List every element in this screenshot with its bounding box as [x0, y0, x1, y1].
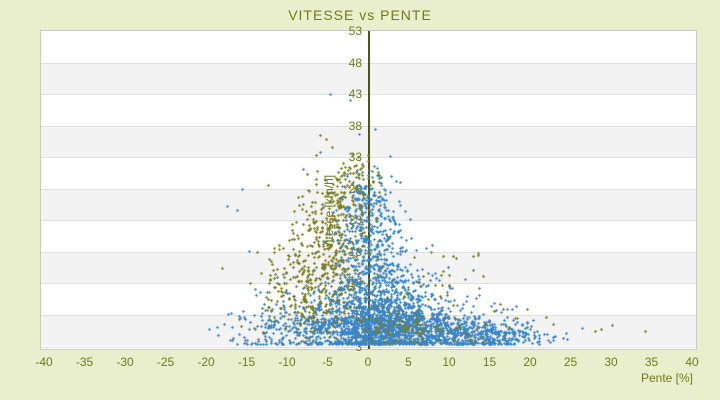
x-tick-label: -40 — [35, 355, 53, 369]
x-axis-title: Pente [%] — [640, 371, 693, 385]
x-tick-label: -30 — [116, 355, 134, 369]
x-tick-label: 30 — [604, 355, 618, 369]
x-tick-label: 10 — [442, 355, 456, 369]
x-tick-label: 35 — [644, 355, 659, 369]
x-tick-label: -35 — [75, 355, 94, 369]
scatter-points — [41, 31, 696, 349]
x-tick-label: -15 — [237, 355, 256, 369]
x-tick-label: 25 — [563, 355, 578, 369]
plot-area: 53484338332823181383 Vitesse [km/h] — [40, 25, 697, 354]
chart-title: VITESSE vs PENTE — [288, 7, 432, 23]
x-tick-label: 20 — [523, 355, 537, 369]
x-tick-label: -5 — [322, 355, 333, 369]
x-tick-label: 5 — [405, 355, 412, 369]
x-tick-label: 15 — [482, 355, 497, 369]
x-tick-label: 0 — [364, 355, 372, 369]
x-tick-label: -20 — [197, 355, 215, 369]
x-tick-labels: -40 -35 -30 -25 -20 -15 -10 -5 0 5 10 15 20 25 30 35 40 — [0, 355, 720, 369]
x-tick-label: -25 — [156, 355, 175, 369]
x-tick-label: -10 — [278, 355, 296, 369]
x-tick-label: 40 — [685, 355, 699, 369]
